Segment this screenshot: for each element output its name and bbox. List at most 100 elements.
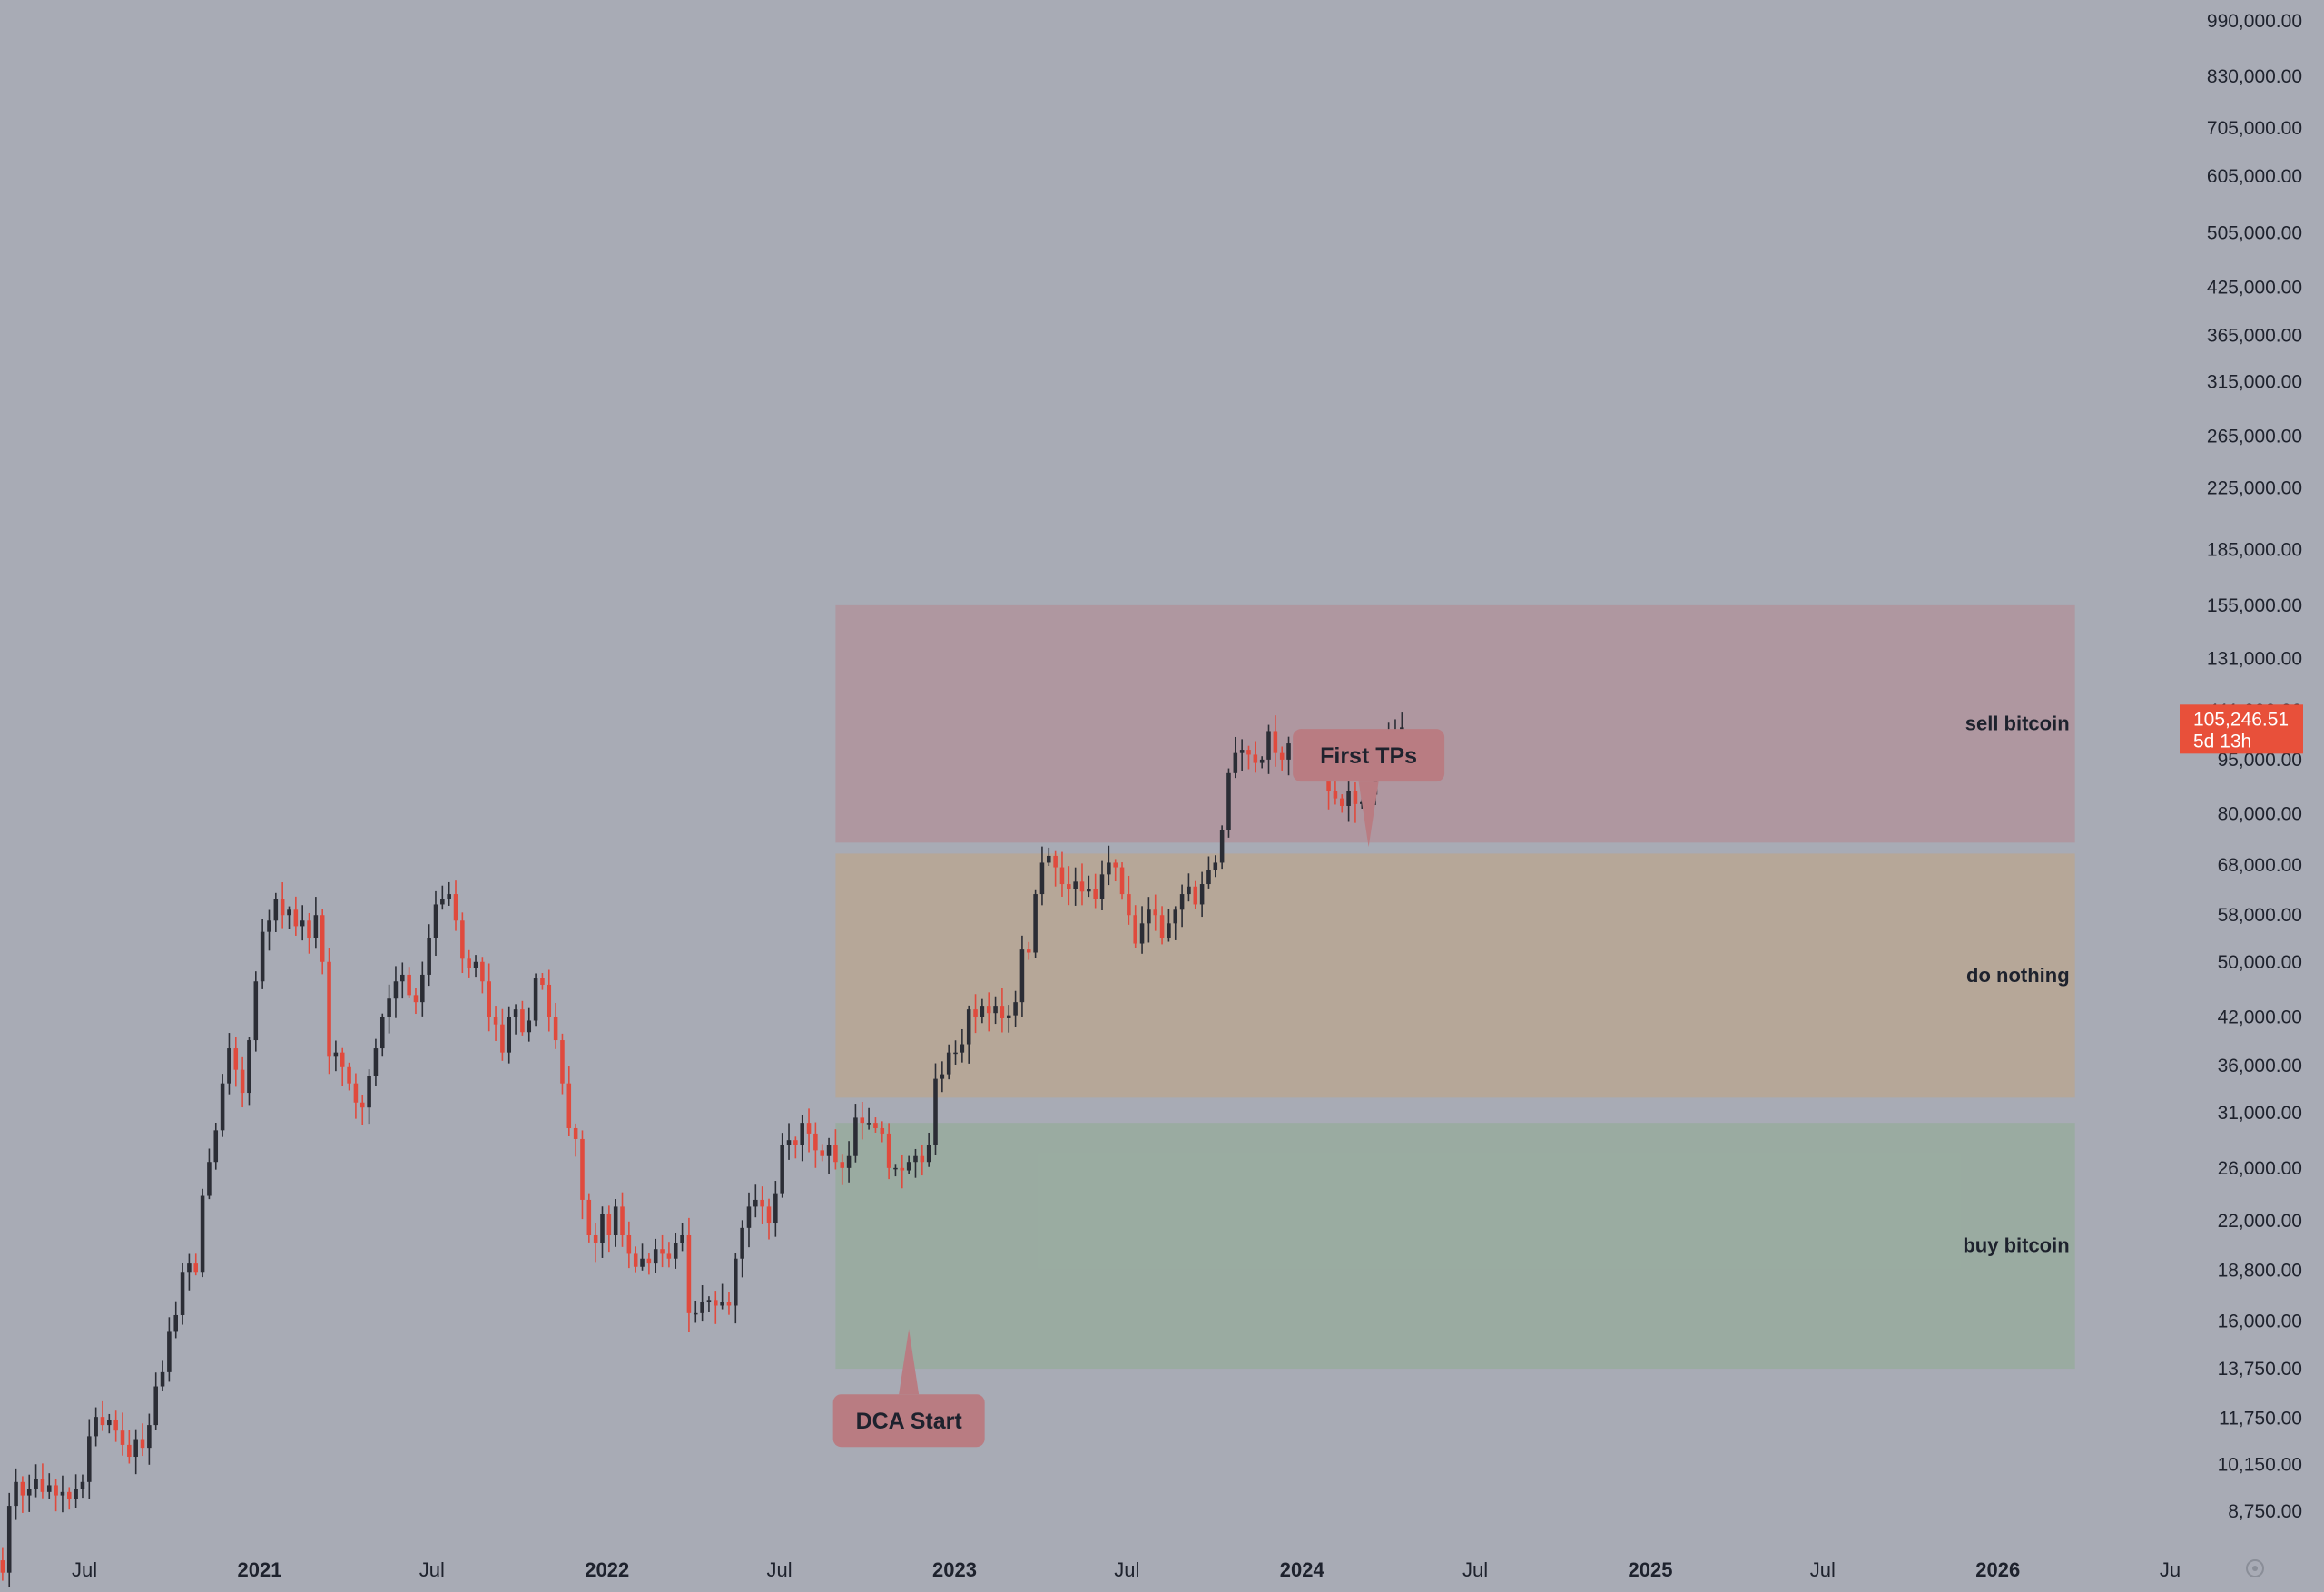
callout-first-tps[interactable]: First TPs bbox=[1293, 729, 1445, 848]
candle-body bbox=[220, 1083, 225, 1131]
zone-buy-bitcoin[interactable] bbox=[835, 1123, 2075, 1370]
candle bbox=[1087, 875, 1091, 898]
candle-body bbox=[926, 1145, 931, 1163]
settings-gear-icon[interactable] bbox=[2246, 1559, 2264, 1577]
candle-body bbox=[746, 1206, 752, 1228]
candle-body bbox=[1119, 867, 1125, 895]
candle bbox=[533, 973, 538, 1027]
candle-body bbox=[593, 1234, 598, 1243]
price-tick-label: 10,150.00 bbox=[2218, 1454, 2302, 1475]
candle-body bbox=[573, 1127, 578, 1139]
candle bbox=[1079, 863, 1085, 906]
candle bbox=[913, 1148, 918, 1178]
time-axis[interactable]: Jul 2021 Jul 2022 Jul 2023 Jul 2024 Jul 2025 Jul 20… bbox=[72, 1558, 2181, 1581]
candle-body bbox=[460, 920, 465, 959]
candle-body bbox=[940, 1074, 945, 1079]
candle bbox=[240, 1056, 245, 1108]
candle-body bbox=[786, 1140, 792, 1145]
callout-pointer bbox=[899, 1329, 920, 1395]
price-tick-label: 315,000.00 bbox=[2207, 372, 2302, 393]
price-tick-label: 26,000.00 bbox=[2218, 1158, 2302, 1179]
price-tick-label: 185,000.00 bbox=[2207, 539, 2302, 560]
candle-body bbox=[853, 1117, 858, 1156]
candle bbox=[413, 988, 419, 1015]
zone-sell-bitcoin[interactable] bbox=[835, 604, 2075, 843]
candle-body bbox=[340, 1052, 345, 1067]
candle-body bbox=[953, 1052, 958, 1055]
candle bbox=[220, 1074, 225, 1137]
candle-body bbox=[1107, 862, 1111, 875]
candle-body bbox=[960, 1044, 965, 1053]
candle-body bbox=[127, 1444, 132, 1458]
callout-text: First TPs bbox=[1320, 743, 1417, 769]
candle bbox=[127, 1430, 132, 1464]
candle-body bbox=[1253, 754, 1258, 763]
candle bbox=[714, 1291, 718, 1324]
candle bbox=[593, 1223, 598, 1263]
candle-body bbox=[1087, 889, 1091, 892]
price-tick-label: 225,000.00 bbox=[2207, 477, 2302, 498]
candle bbox=[407, 967, 411, 998]
candle bbox=[773, 1181, 778, 1237]
candle-body bbox=[1147, 909, 1151, 924]
price-tick-label: 131,000.00 bbox=[2207, 648, 2302, 669]
candle-body bbox=[547, 984, 552, 1017]
candle-body bbox=[653, 1249, 658, 1264]
time-tick-label: 2021 bbox=[238, 1558, 282, 1581]
candle bbox=[487, 963, 491, 1032]
candle bbox=[74, 1474, 78, 1508]
candle-body bbox=[373, 1048, 379, 1076]
candle-body bbox=[100, 1417, 105, 1426]
candle-body bbox=[153, 1386, 158, 1426]
candle-body bbox=[253, 981, 259, 1041]
candle-body bbox=[540, 978, 545, 985]
price-tick-label: 95,000.00 bbox=[2218, 750, 2302, 771]
candle-body bbox=[213, 1130, 219, 1163]
candle bbox=[580, 1130, 585, 1220]
candle bbox=[1019, 935, 1025, 1017]
candle bbox=[20, 1476, 25, 1513]
candle bbox=[700, 1285, 704, 1322]
candle bbox=[746, 1192, 752, 1248]
candle-body bbox=[440, 899, 445, 905]
callouts-layer: DCA Start First TPs bbox=[832, 729, 1445, 1448]
callout-dca-start[interactable]: DCA Start bbox=[832, 1329, 985, 1448]
price-tick-label: 990,000.00 bbox=[2207, 11, 2302, 32]
candle-body bbox=[6, 1506, 12, 1573]
candle bbox=[1000, 988, 1005, 1033]
candle bbox=[720, 1283, 724, 1310]
candle bbox=[760, 1186, 764, 1224]
candle-body bbox=[280, 899, 285, 916]
price-tick-label: 16,000.00 bbox=[2218, 1311, 2302, 1332]
candle-body bbox=[353, 1083, 359, 1103]
candle-body bbox=[1026, 949, 1031, 953]
candle bbox=[820, 1144, 824, 1162]
candle bbox=[706, 1296, 712, 1312]
candle bbox=[40, 1463, 45, 1499]
candle bbox=[666, 1242, 672, 1268]
candle-body bbox=[633, 1253, 638, 1267]
candle bbox=[1199, 871, 1205, 918]
candle bbox=[786, 1123, 792, 1160]
candle bbox=[600, 1206, 605, 1258]
candle bbox=[46, 1473, 52, 1499]
price-tick-label: 155,000.00 bbox=[2207, 595, 2302, 616]
candle bbox=[960, 1028, 965, 1063]
candle bbox=[966, 1005, 971, 1064]
candle-body bbox=[333, 1052, 339, 1057]
candle-body bbox=[1339, 798, 1344, 806]
candle bbox=[147, 1413, 152, 1465]
candle-body bbox=[1033, 894, 1038, 953]
candle bbox=[653, 1238, 658, 1273]
candle-body bbox=[1273, 731, 1278, 753]
candle-body bbox=[427, 938, 431, 975]
candle-body bbox=[906, 1162, 911, 1171]
candle bbox=[280, 882, 285, 929]
candle bbox=[320, 909, 325, 975]
candle-body bbox=[893, 1167, 898, 1170]
candle-body bbox=[780, 1145, 784, 1194]
candle bbox=[340, 1047, 345, 1086]
candle-body bbox=[1239, 750, 1245, 753]
candle bbox=[547, 969, 552, 1032]
